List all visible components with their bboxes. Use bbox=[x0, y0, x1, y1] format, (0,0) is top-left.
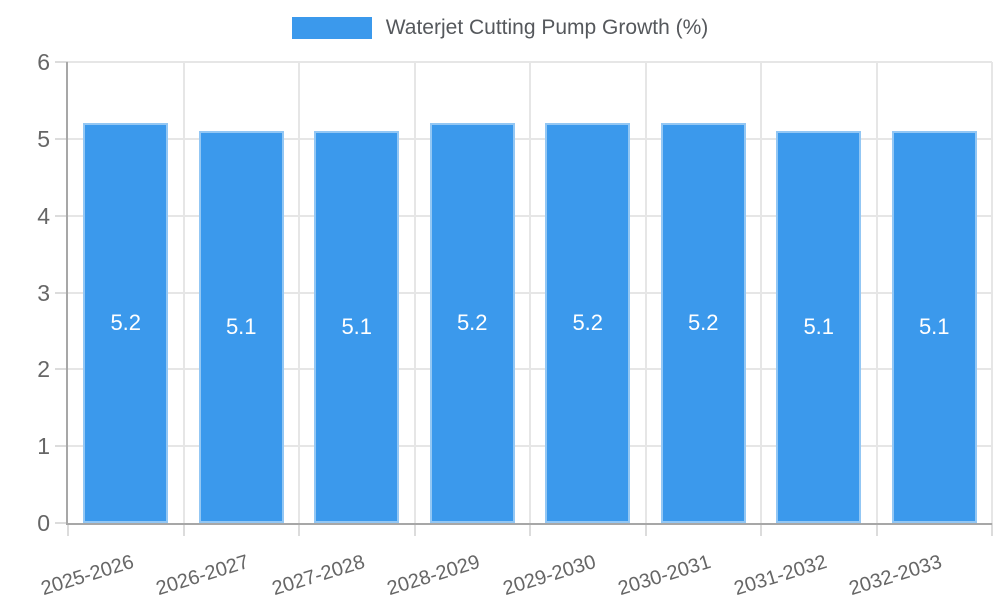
x-tick-label: 2025-2026 bbox=[38, 551, 137, 600]
x-tick-label: 2028-2029 bbox=[384, 551, 483, 600]
y-tick-label: 2 bbox=[37, 356, 50, 383]
x-tick-label: 2031-2032 bbox=[731, 551, 830, 600]
x-tickmark bbox=[413, 523, 416, 536]
y-tick-label: 3 bbox=[37, 279, 50, 306]
y-tick-label: 4 bbox=[37, 202, 50, 229]
bar bbox=[429, 123, 515, 523]
bar bbox=[776, 131, 862, 523]
x-gridline bbox=[413, 62, 416, 523]
x-tickmark bbox=[760, 523, 762, 536]
bar bbox=[660, 123, 746, 523]
bar-value-label: 5.2 bbox=[110, 310, 142, 336]
bar-value-label: 5.1 bbox=[341, 314, 373, 340]
y-tickmark bbox=[55, 61, 68, 63]
x-tickmark bbox=[182, 523, 185, 536]
bar-value-label: 5.2 bbox=[572, 310, 604, 336]
x-tickmark bbox=[991, 523, 993, 536]
x-tickmark bbox=[875, 523, 878, 536]
bar bbox=[198, 131, 284, 523]
bar bbox=[891, 131, 977, 523]
y-tickmark bbox=[55, 522, 68, 524]
bar-value-label: 5.1 bbox=[803, 314, 835, 340]
x-axis-line bbox=[66, 523, 992, 525]
x-tickmark bbox=[644, 523, 647, 536]
y-tickmark bbox=[55, 368, 68, 371]
y-axis-line bbox=[66, 62, 68, 525]
x-tick-label: 2026-2027 bbox=[153, 551, 252, 600]
y-tick-label: 0 bbox=[37, 510, 50, 536]
x-gridline bbox=[529, 62, 531, 523]
x-gridline bbox=[298, 62, 300, 523]
x-gridline bbox=[875, 62, 878, 523]
x-tick-label: 2029-2030 bbox=[500, 551, 599, 600]
y-tick-label: 5 bbox=[37, 125, 50, 152]
x-gridline bbox=[760, 62, 762, 523]
x-gridline bbox=[991, 62, 993, 523]
bar-value-label: 5.2 bbox=[687, 310, 719, 336]
bar-value-label: 5.1 bbox=[225, 314, 257, 340]
legend-item[interactable]: Waterjet Cutting Pump Growth (%) bbox=[0, 16, 1000, 40]
y-tickmark bbox=[55, 291, 68, 294]
x-tick-label: 2030-2031 bbox=[615, 551, 714, 600]
y-tickmark bbox=[55, 214, 68, 217]
y-tick-label: 1 bbox=[37, 433, 50, 460]
bar bbox=[545, 123, 631, 523]
x-tick-label: 2032-2033 bbox=[846, 551, 945, 600]
x-tickmark bbox=[67, 523, 69, 536]
y-tick-label: 6 bbox=[37, 49, 50, 75]
x-tick-label: 2027-2028 bbox=[269, 551, 368, 600]
bar bbox=[83, 123, 169, 523]
x-gridline bbox=[644, 62, 647, 523]
legend-label: Waterjet Cutting Pump Growth (%) bbox=[385, 16, 709, 39]
bar-value-label: 5.1 bbox=[918, 314, 950, 340]
x-tickmark bbox=[529, 523, 531, 536]
x-gridline bbox=[182, 62, 185, 523]
y-tickmark bbox=[55, 137, 68, 140]
bar-value-label: 5.2 bbox=[456, 310, 488, 336]
legend-swatch bbox=[291, 17, 372, 39]
y-tickmark bbox=[55, 445, 68, 448]
bar bbox=[314, 131, 400, 523]
x-tickmark bbox=[298, 523, 300, 536]
